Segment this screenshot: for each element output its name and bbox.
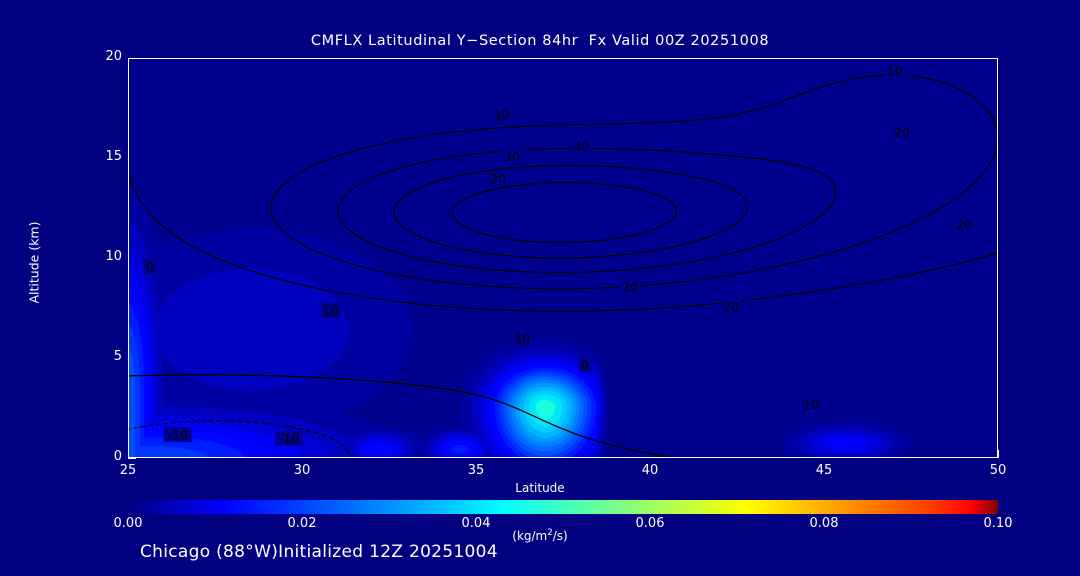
contour-line-0 [129, 374, 673, 457]
y-axis-label: Altitude (km) [26, 221, 42, 304]
colorbar [128, 500, 998, 514]
svg-text:0: 0 [581, 357, 589, 372]
svg-text:0: 0 [146, 259, 154, 274]
tick-mark [128, 458, 136, 460]
contour-label: 20 [891, 125, 912, 140]
contour-label: 40 [571, 139, 592, 154]
contour-label: 20 [721, 299, 741, 314]
svg-text:10: 10 [803, 397, 819, 412]
colorbar-tick-label: 0.00 [113, 516, 143, 531]
svg-text:10: 10 [514, 331, 530, 346]
tick-mark [998, 450, 1000, 458]
contour-line-10 [129, 177, 997, 312]
colorbar-units-label: (kg/m2/s) [512, 528, 568, 543]
svg-text:20: 20 [723, 299, 739, 314]
y-tick-label: 0 [113, 449, 122, 464]
x-tick-label: 40 [641, 463, 659, 478]
svg-text:20: 20 [956, 217, 972, 232]
cross-section-plot: -10 -10 0 0 10 10 10 10 10 20 20 20 20 20 30 40 [128, 58, 998, 458]
svg-text:-10: -10 [167, 427, 187, 442]
contour-line--10 [129, 420, 350, 457]
contour-label: 20 [620, 279, 641, 294]
chart-title: CMFLX Latitudinal Y−Section 84hr Fx Vali… [310, 33, 770, 49]
x-tick-label: 50 [989, 463, 1007, 478]
svg-text:20: 20 [622, 279, 638, 294]
footer-caption: Chicago (88°W)Initialized 12Z 20251004 [140, 542, 498, 562]
y-tick-label: 10 [105, 249, 122, 264]
contour-line-40 [393, 164, 749, 259]
contour-label: 20 [487, 171, 508, 186]
svg-text:10: 10 [323, 303, 339, 318]
x-tick-label: 30 [293, 463, 311, 478]
x-tick-label: 45 [815, 463, 833, 478]
y-tick-label: 15 [105, 149, 122, 164]
colorbar-tick-label: 0.04 [461, 516, 491, 531]
x-tick-label: 25 [119, 463, 137, 478]
contour-label: 0 [143, 259, 156, 274]
svg-text:40: 40 [573, 139, 589, 154]
contour-label: 20 [954, 217, 975, 232]
contour-label: 10 [491, 107, 512, 122]
contour-label: -10 [275, 431, 304, 446]
x-tick-label: 35 [467, 463, 485, 478]
svg-text:10: 10 [493, 107, 509, 122]
svg-text:20: 20 [894, 125, 910, 140]
colorbar-tick-label: 0.06 [635, 516, 665, 531]
contour-label: 0 [578, 357, 591, 372]
colorbar-tick-label: 0.10 [983, 516, 1013, 531]
wind-speed-contours: -10 -10 0 0 10 10 10 10 10 20 20 20 20 20 30 40 [129, 63, 997, 457]
contour-line-50 [451, 182, 678, 244]
y-tick-label: 5 [113, 349, 122, 364]
contour-label: 10 [884, 63, 905, 78]
svg-text:10: 10 [887, 63, 903, 78]
colorbar-tick-label: 0.02 [287, 516, 317, 531]
x-axis-label: Latitude [515, 481, 565, 495]
contour-label: 10 [512, 331, 533, 346]
contour-line-20 [270, 74, 997, 290]
svg-text:30: 30 [504, 149, 520, 164]
colorbar-tick-label: 0.08 [809, 516, 839, 531]
svg-text:-10: -10 [279, 431, 299, 446]
contour-label: -10 [163, 427, 192, 442]
contour-label: 30 [501, 149, 522, 164]
contour-label: 10 [801, 397, 822, 412]
y-tick-label: 20 [105, 49, 122, 64]
contour-label: 10 [320, 303, 341, 318]
contour-line-30 [337, 147, 837, 274]
svg-text:20: 20 [490, 171, 506, 186]
